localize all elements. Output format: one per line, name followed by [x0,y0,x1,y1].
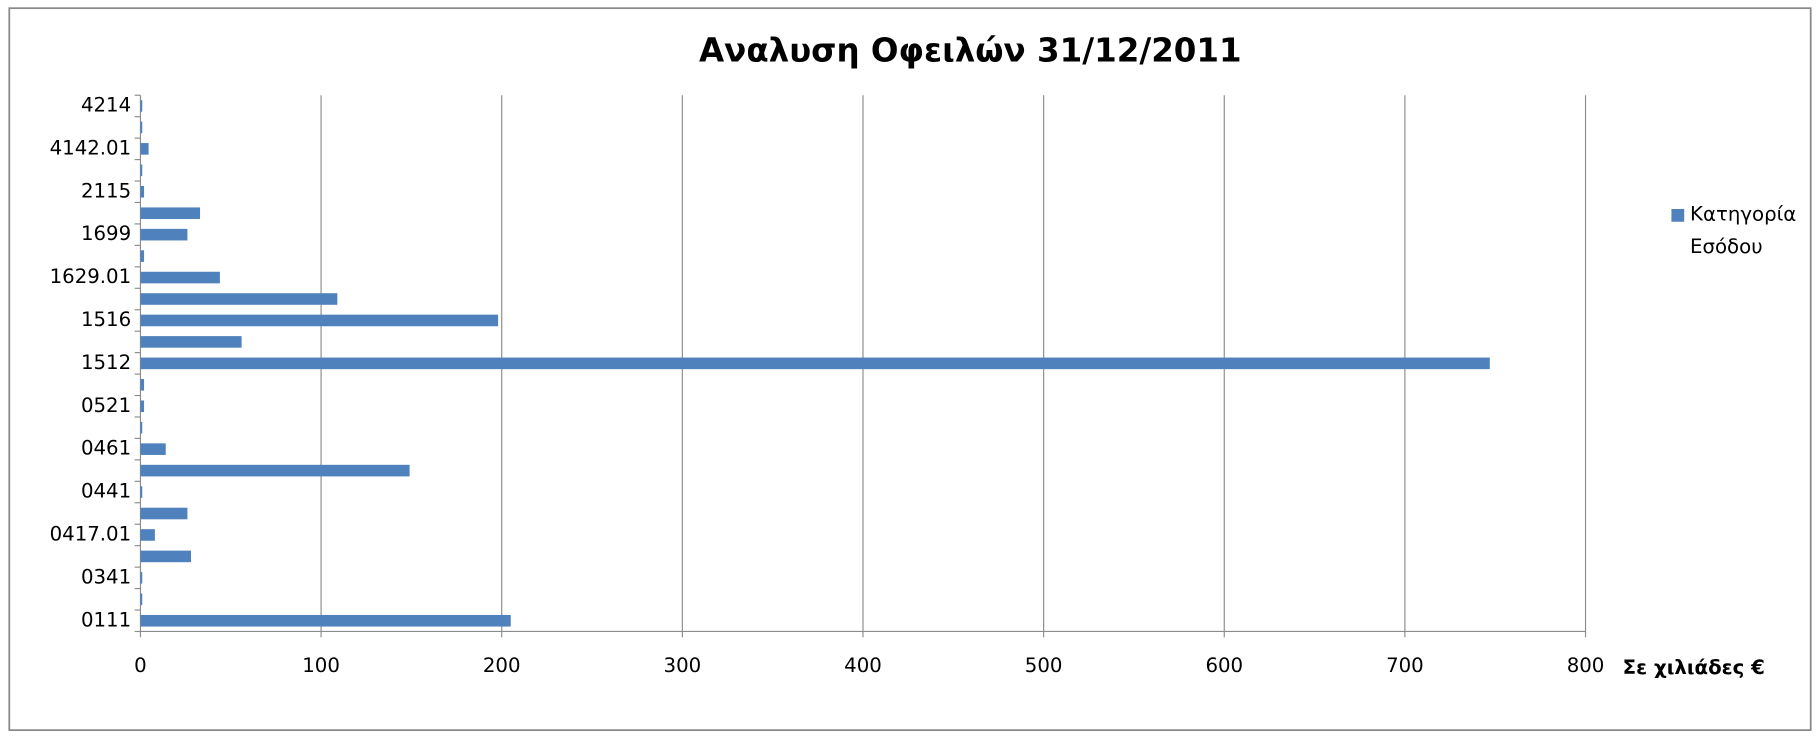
bar [140,336,242,348]
x-tick-label: 800 [1567,654,1605,677]
bar [140,271,220,284]
bar [140,207,201,219]
y-tick-label: 0111 [81,608,131,631]
y-tick-label: 4214 [81,93,131,116]
bar [140,228,188,241]
bar [140,121,143,134]
bar [140,400,145,413]
x-tick-label: 300 [664,654,702,677]
y-tick-label: 4142.01 [50,136,132,159]
bar [140,379,145,391]
x-tick-label: 400 [844,654,882,677]
bar [140,250,145,262]
bar [140,357,1490,370]
y-tick-label: 1629.01 [50,265,132,288]
legend-swatch [1671,208,1685,222]
legend-label: Κατηγορία Εσόδου [1690,203,1797,259]
bar [140,443,166,455]
bar [140,464,410,477]
bar [140,486,143,498]
bar [140,614,511,627]
x-tick-label: 700 [1386,654,1424,677]
y-tick-label: 0461 [81,437,131,460]
legend: Κατηγορία Εσόδου [1690,203,1797,259]
bar [140,572,143,584]
x-tick-label: 100 [302,654,340,677]
bar [140,185,145,198]
x-tick-label: 500 [1025,654,1063,677]
bar [140,143,149,155]
y-tick-label: 1516 [81,308,131,331]
y-tick-label: 1699 [81,222,131,245]
bar [140,164,143,177]
chart-border [8,7,1812,732]
bar [140,293,338,305]
y-tick-label: 2115 [81,179,131,202]
bar [140,529,155,541]
chart-title: Αναλυση Οφειλών 31/12/2011 [699,31,1242,69]
bar [140,593,143,606]
y-tick-label: 1512 [81,351,131,374]
x-tick-label: 600 [1205,654,1243,677]
x-tick-label: 200 [483,654,521,677]
x-axis-title: Σε χιλιάδες € [1623,656,1765,679]
y-tick-label: 0521 [81,394,131,417]
bar [140,314,499,327]
x-tick-label: 0 [134,654,147,677]
y-tick-label: 0341 [81,565,131,588]
y-tick-label: 0441 [81,480,131,503]
bar [140,507,188,520]
bar [140,421,143,434]
y-tick-label: 0417.01 [50,522,132,545]
bar [140,100,143,112]
bar [140,550,192,563]
